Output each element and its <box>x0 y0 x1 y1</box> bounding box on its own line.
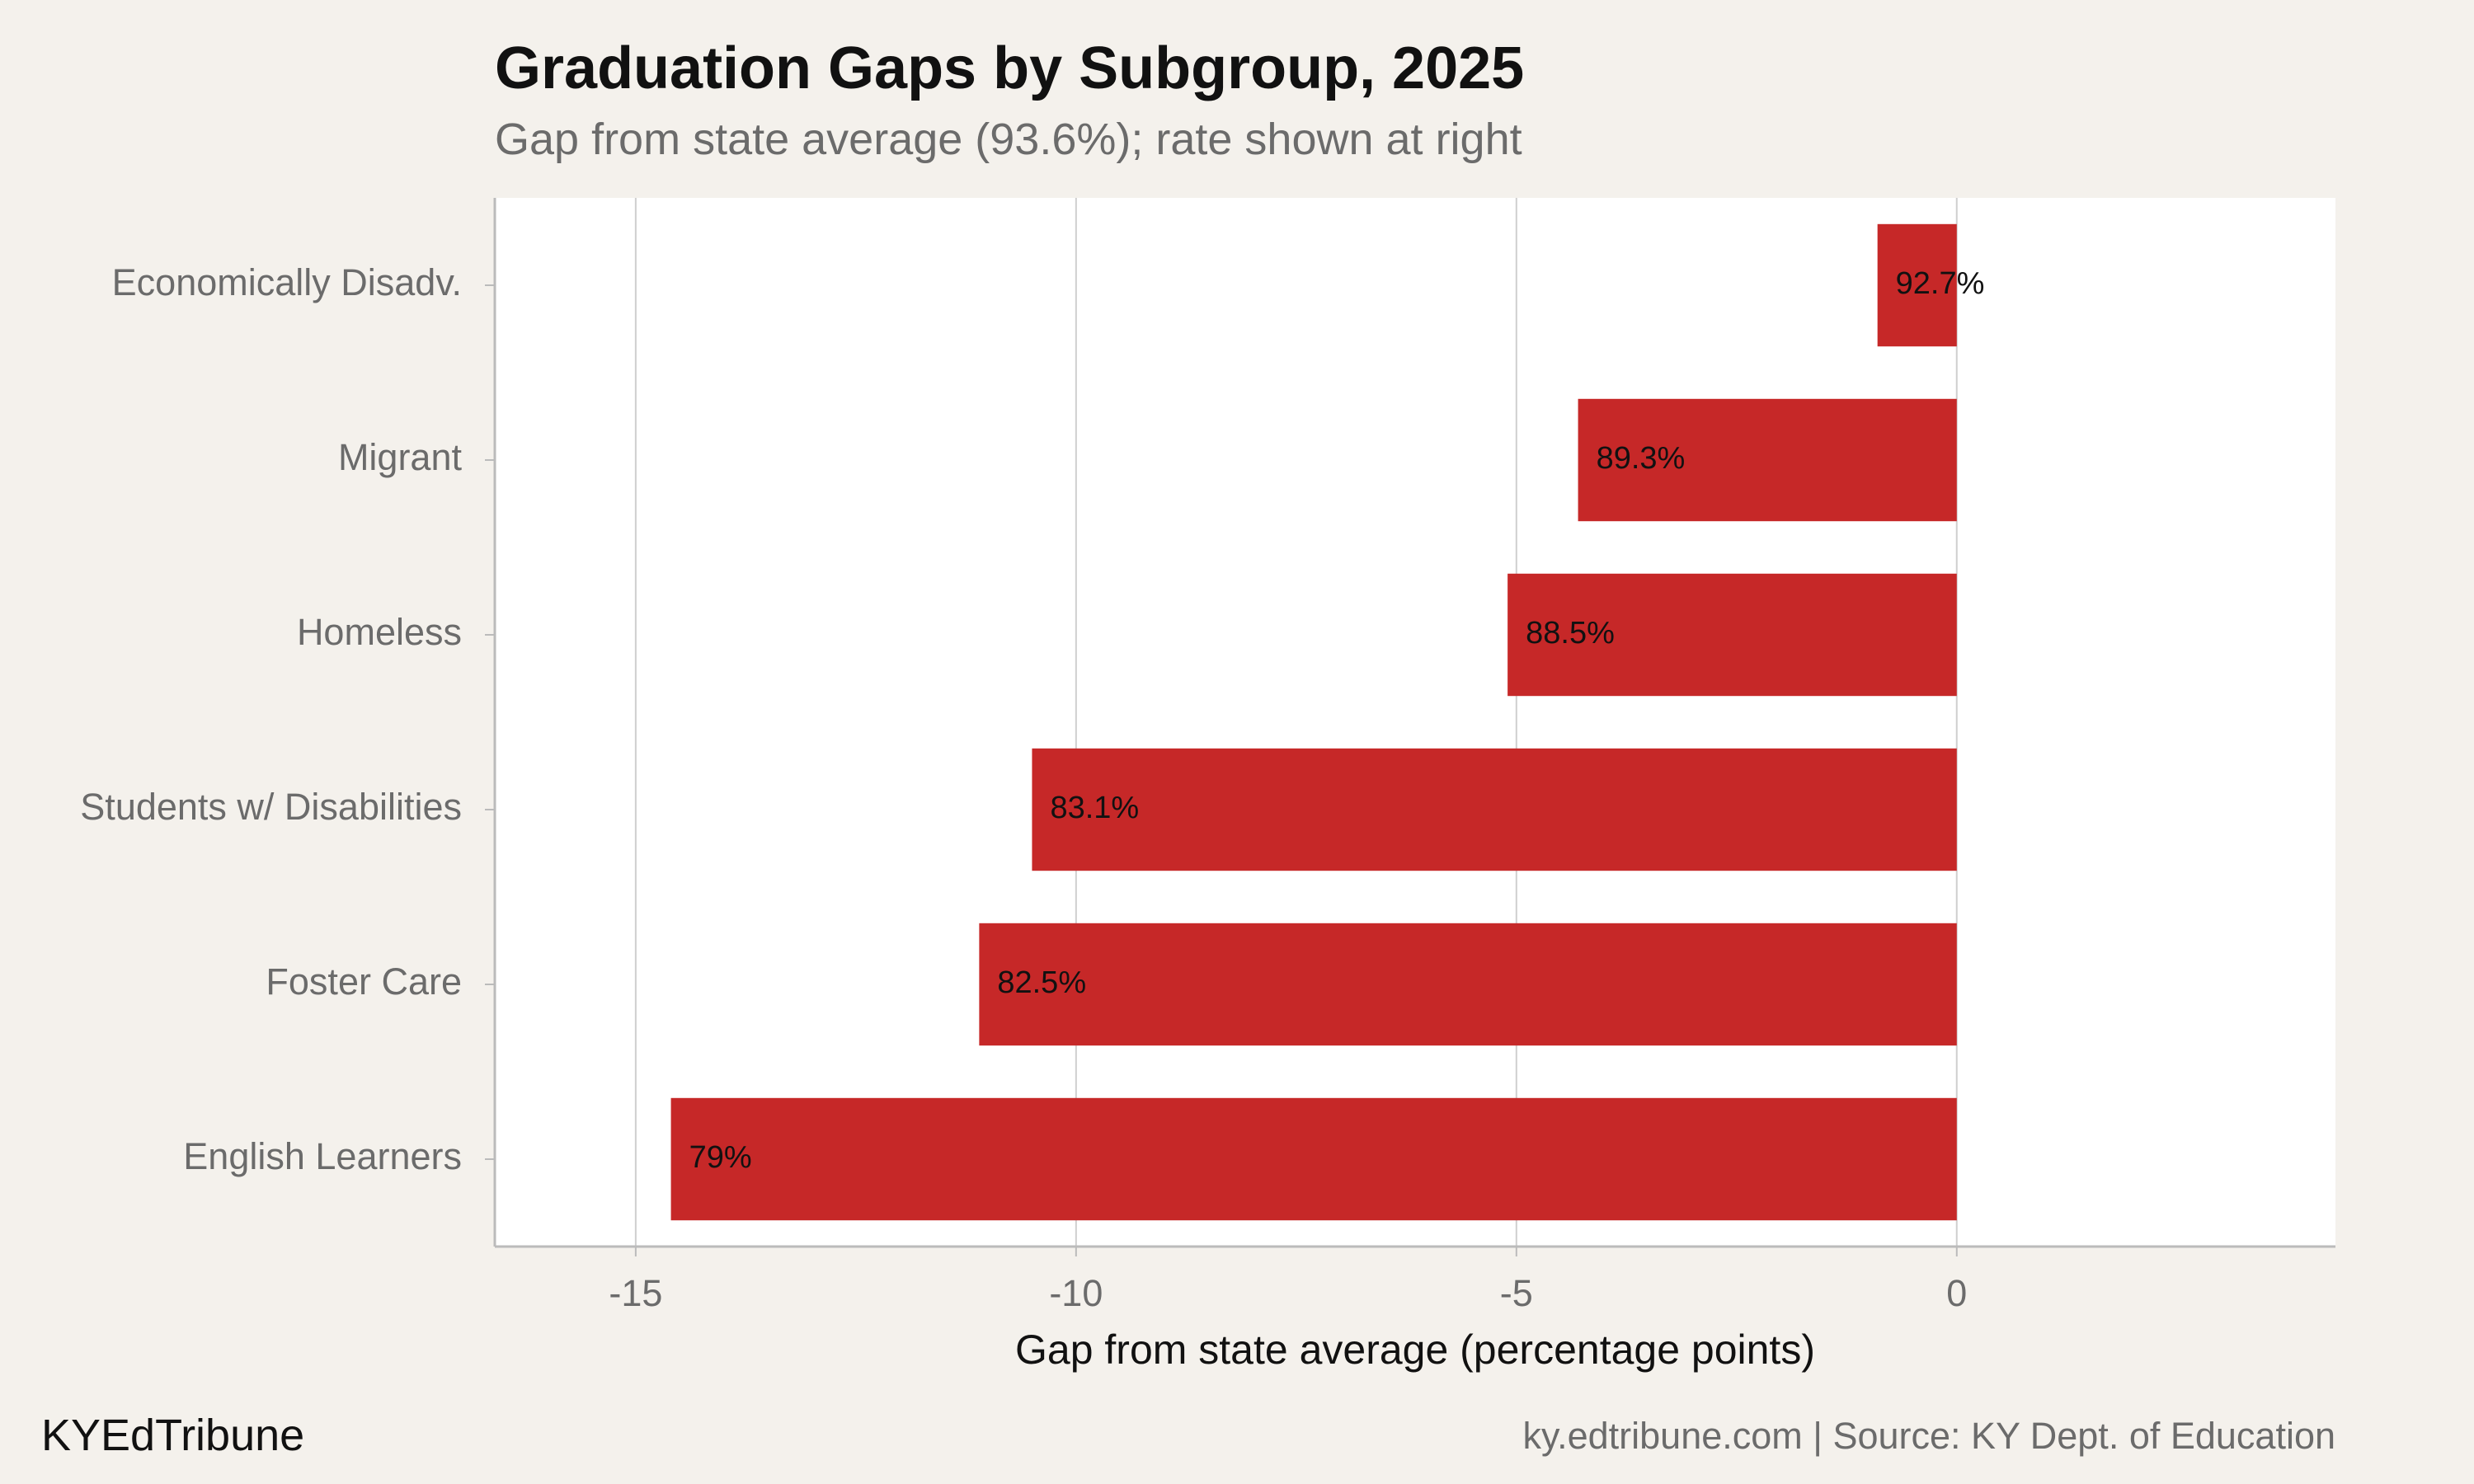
bar-label-2: 88.5% <box>1526 616 1615 650</box>
category-label-1: Migrant <box>338 436 463 478</box>
bar-label-5: 79% <box>689 1140 752 1175</box>
x-tick-label-2: -5 <box>1500 1272 1533 1314</box>
x-tick-label-1: -10 <box>1049 1272 1103 1314</box>
bar-label-0: 92.7% <box>1896 266 1985 301</box>
bar-3 <box>1032 748 1957 871</box>
brand-name: KYEdTribune <box>41 1411 305 1460</box>
chart-title: Graduation Gaps by Subgroup, 2025 <box>495 35 1525 101</box>
bar-label-3: 83.1% <box>1050 791 1139 825</box>
bar-label-1: 89.3% <box>1597 441 1686 476</box>
plot-panel <box>495 198 2335 1247</box>
bar-1 <box>1578 398 1957 522</box>
bar-4 <box>979 923 1957 1046</box>
bar-5 <box>670 1097 1957 1221</box>
category-label-4: Foster Care <box>266 960 462 1003</box>
x-tick-label-3: 0 <box>1946 1272 1967 1314</box>
x-tick-label-0: -15 <box>609 1272 662 1314</box>
x-axis-title: Gap from state average (percentage point… <box>1015 1327 1815 1373</box>
bar-label-4: 82.5% <box>997 965 1086 1000</box>
source-note: ky.edtribune.com | Source: KY Dept. of E… <box>1522 1415 2335 1457</box>
chart-subtitle: Gap from state average (93.6%); rate sho… <box>495 115 1522 164</box>
bar-2 <box>1507 573 1957 697</box>
category-label-0: Economically Disadv. <box>112 261 462 303</box>
category-label-2: Homeless <box>297 611 462 653</box>
bar-0 <box>1877 223 1957 347</box>
category-label-5: English Learners <box>183 1135 462 1177</box>
category-label-3: Students w/ Disabilities <box>80 786 462 828</box>
